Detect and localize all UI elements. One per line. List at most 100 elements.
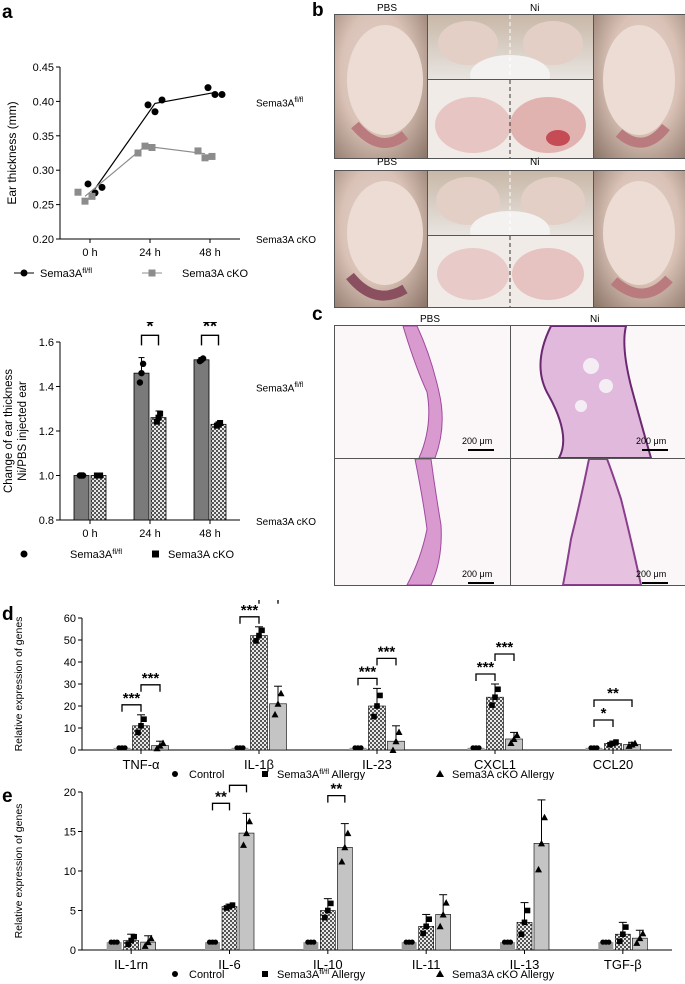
y-tick-label: 0 [70, 745, 76, 757]
x-tick-label: IL-1rn [114, 957, 148, 972]
data-point [125, 941, 131, 948]
data-point [492, 694, 498, 700]
data-point [613, 739, 619, 745]
data-point [136, 379, 144, 386]
x-tick-label: CXCL1 [474, 757, 516, 772]
data-point [271, 710, 279, 718]
data-point [218, 91, 226, 99]
data-point [204, 84, 212, 92]
b-ni-label: Ni [530, 3, 540, 14]
photo-ear-cko-ni [593, 170, 685, 308]
y-axis-label: Relative expression of genes [13, 617, 25, 752]
bar [106, 942, 122, 950]
data-point [212, 939, 219, 945]
x-tick-label: 48 h [199, 247, 220, 259]
bar [435, 914, 451, 951]
data-point [395, 728, 403, 735]
data-point [144, 938, 152, 946]
data-point [489, 702, 495, 708]
y-tick-label: 20 [64, 701, 76, 713]
significance-bracket [376, 657, 397, 666]
scale-bar-1 [468, 449, 494, 451]
data-point [420, 930, 426, 937]
x-tick-label: 0 h [82, 528, 97, 540]
y-tick-label: 0 [70, 945, 76, 957]
data-point [153, 418, 160, 425]
x-tick-label: IL-13 [510, 957, 540, 972]
b-pbs-label: PBS [377, 3, 398, 14]
panel-letter-b: b [312, 0, 324, 21]
data-point [135, 729, 141, 736]
data-point [141, 942, 149, 949]
y-axis-label: Ni/PBS injected ear [17, 381, 29, 481]
data-point [341, 843, 349, 851]
cytokine-expression-chart-d: 0 10 20 30 40 50 60 Relative expression of gene… [13, 600, 672, 780]
b-ni-label-2: Ni [530, 157, 540, 168]
data-point [240, 841, 247, 848]
data-point [151, 108, 159, 116]
y-tick-label: 10 [64, 723, 76, 735]
data-point [138, 723, 144, 729]
data-point [633, 939, 641, 946]
bar [132, 725, 150, 751]
bar [303, 942, 319, 950]
significance-label: * [601, 705, 607, 722]
photo-head-cko [427, 170, 594, 236]
data-point [194, 147, 202, 155]
y-tick-label: 1.0 [39, 471, 54, 483]
x-tick-label: IL-23 [362, 757, 392, 772]
data-point [631, 739, 639, 747]
photo-ear-fl-pbs [334, 14, 428, 159]
bar [533, 843, 550, 951]
significance-label: *** [496, 639, 514, 656]
legend-label: Control [189, 969, 224, 981]
y-tick-label: 30 [64, 679, 76, 691]
data-point [138, 369, 145, 377]
data-point [229, 902, 236, 908]
bar [486, 696, 504, 751]
bar [500, 942, 515, 950]
data-point [223, 905, 230, 911]
legend-label: Sema3Afl/fl [40, 266, 92, 280]
data-point [128, 937, 134, 944]
data-point [371, 713, 377, 720]
data-point [131, 933, 137, 940]
y-tick-label: 0.40 [33, 96, 54, 108]
data-point [409, 939, 415, 945]
significance-bracket [357, 677, 378, 686]
data-point [392, 737, 400, 745]
panel-letter-e: e [2, 786, 13, 807]
bar [73, 475, 90, 521]
significance-bracket [494, 653, 515, 661]
series-line [94, 91, 216, 190]
data-point [639, 929, 647, 937]
b-group2-label: Sema3A cKO [256, 235, 317, 246]
significance-bracket [593, 699, 633, 707]
significance-label: *** [142, 670, 160, 687]
data-point [84, 180, 92, 188]
b-pbs-label-2: PBS [377, 157, 398, 168]
x-tick-label: IL-11 [412, 957, 441, 972]
legend-label: Control [189, 769, 224, 780]
data-point [148, 143, 156, 151]
bar [90, 475, 107, 521]
data-point [436, 922, 444, 930]
x-tick-label: 24 h [139, 528, 160, 540]
significance-label: ** [215, 788, 227, 805]
bar [401, 942, 417, 950]
c-pbs-label: PBS [420, 314, 441, 325]
significance-bracket [228, 784, 248, 793]
data-point [620, 931, 626, 937]
photo-ears-cko-pair [427, 235, 594, 308]
data-point [274, 700, 282, 707]
data-point [513, 731, 521, 739]
histology-fl-pbs [334, 325, 511, 459]
scale-bar-2 [642, 449, 668, 451]
data-point [377, 692, 383, 699]
legend-label: Sema3A cKO Allergy [452, 969, 555, 981]
y-tick-label: 15 [64, 827, 76, 839]
significance-label: ** [607, 685, 619, 702]
x-tick-label: 0 h [82, 247, 97, 259]
legend-marker [172, 971, 178, 977]
significance-bracket [258, 600, 279, 604]
